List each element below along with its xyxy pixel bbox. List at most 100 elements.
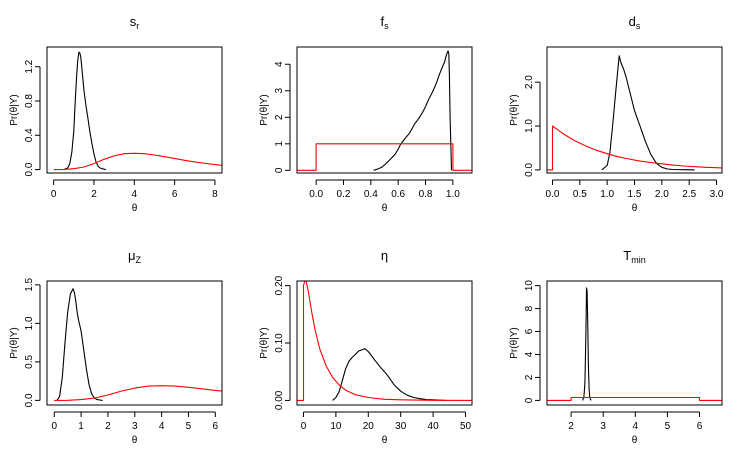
y-tick-label: 6 [524, 328, 535, 334]
x-tick-label: 0.4 [364, 189, 378, 200]
y-tick-label: 8 [524, 305, 535, 311]
title-symbol: μ [128, 248, 136, 263]
chart-panel-3: 0.0 0.5 1.0 1.5 2.0 2.5 3.0 0.0 1.0 2.0 θ Pr(θ|Y) ds [509, 14, 724, 214]
x-tick-label: 50 [460, 421, 472, 432]
x-tick-label: 6 [172, 189, 178, 200]
plot-frame [296, 280, 473, 406]
x-tick-label: 0 [51, 189, 57, 200]
posterior-line [582, 287, 592, 401]
prior-line [547, 125, 722, 171]
prior-line [297, 143, 472, 171]
x-tick-label: 0 [301, 421, 307, 432]
y-tick-label: 0.5 [24, 354, 35, 368]
prior-line [54, 385, 222, 401]
x-tick-label: 10 [330, 421, 342, 432]
prior-line [53, 152, 222, 171]
x-tick-label: 40 [428, 421, 440, 432]
x-tick-label: 2 [568, 421, 574, 432]
x-tick-label: 2.5 [682, 189, 696, 200]
x-axis-label: θ [382, 435, 388, 446]
posterior-line [373, 50, 453, 171]
title-symbol: η [381, 248, 388, 263]
title-symbol: s [130, 14, 137, 29]
y-tick-label: 0 [524, 397, 535, 403]
x-axis-label: θ [132, 203, 138, 214]
y-tick-label: 1.2 [24, 59, 35, 73]
title-subscript: Z [136, 255, 142, 265]
title-subscript: s [384, 21, 389, 31]
posterior-line [56, 288, 103, 401]
x-tick-label: 0.8 [419, 189, 433, 200]
chart-panel-5: 0 10 20 30 40 50 0.00 0.10 0.20 θ Pr(θ|Y) η [259, 248, 473, 446]
x-tick-label: 2 [91, 189, 97, 200]
posterior-line [601, 55, 695, 171]
x-tick-label: 5 [665, 421, 671, 432]
y-tick-label: 1 [274, 141, 285, 147]
y-tick-label: 4 [524, 351, 535, 357]
y-tick-label: 1.0 [24, 316, 35, 330]
title-symbol: f [380, 14, 384, 29]
title-symbol: T [623, 248, 631, 263]
y-tick-label: 1.0 [524, 119, 535, 133]
x-tick-label: 30 [395, 421, 407, 432]
x-tick-label: 0.6 [391, 189, 405, 200]
x-tick-label: 0.2 [337, 189, 351, 200]
prior-line [547, 396, 722, 401]
chart-panel-1: 0 2 4 6 8 0.0 0.4 0.8 1.2 θ Pr(θ|Y) sr [9, 14, 223, 214]
plot-frame [46, 280, 223, 406]
y-tick-label: 0.00 [274, 390, 285, 410]
x-axis-label: θ [632, 435, 638, 446]
panel-title: fs [380, 14, 389, 31]
panel-title: Tmin [623, 248, 645, 265]
x-tick-label: 3.0 [710, 189, 724, 200]
y-tick-label: 1.5 [24, 277, 35, 291]
x-tick-label: 3 [132, 421, 138, 432]
y-tick-label: 0.8 [24, 94, 35, 108]
x-tick-label: 1 [78, 421, 84, 432]
y-tick-label: 0.4 [24, 128, 35, 142]
y-tick-label: 10 [524, 280, 535, 292]
x-axis-label: θ [132, 435, 138, 446]
panel-title: ds [629, 14, 641, 31]
x-tick-label: 0.5 [573, 189, 587, 200]
title-subscript: r [136, 21, 139, 31]
y-axis-label: Pr(θ|Y) [259, 94, 270, 126]
x-tick-label: 0.0 [309, 189, 323, 200]
x-tick-label: 0.0 [546, 189, 560, 200]
plot-frame [546, 46, 723, 174]
panel-title: μZ [128, 248, 142, 265]
x-tick-label: 6 [213, 421, 219, 432]
chart-panel-6: 2 3 4 5 6 0 2 4 6 8 10 θ Pr(θ|Y) Tmin [509, 248, 723, 446]
x-tick-label: 5 [186, 421, 192, 432]
x-axis-label: θ [632, 203, 638, 214]
x-tick-label: 3 [600, 421, 606, 432]
x-tick-label: 8 [212, 189, 218, 200]
posterior-line [63, 51, 107, 171]
y-axis-label: Pr(θ|Y) [509, 94, 520, 126]
y-tick-label: 4 [274, 61, 285, 67]
x-axis-label: θ [382, 203, 388, 214]
y-tick-label: 2 [274, 114, 285, 120]
panel-title: η [381, 248, 388, 263]
y-axis-label: Pr(θ|Y) [9, 327, 20, 359]
x-tick-label: 6 [697, 421, 703, 432]
x-tick-label: 4 [159, 421, 165, 432]
x-tick-label: 1.0 [446, 189, 460, 200]
x-tick-label: 4 [132, 189, 138, 200]
title-subscript: min [631, 255, 646, 265]
title-symbol: d [629, 14, 636, 29]
y-tick-label: 2 [524, 374, 535, 380]
y-axis-label: Pr(θ|Y) [259, 327, 270, 359]
y-tick-label: 0 [274, 167, 285, 173]
y-axis-label: Pr(θ|Y) [509, 327, 520, 359]
y-tick-label: 0.20 [274, 275, 285, 295]
y-tick-label: 0.0 [24, 393, 35, 407]
x-tick-label: 0 [51, 421, 57, 432]
panel-title: sr [130, 14, 140, 31]
y-tick-label: 0.0 [524, 163, 535, 177]
posterior-line [332, 348, 447, 401]
x-tick-label: 20 [363, 421, 375, 432]
y-tick-label: 2.0 [524, 75, 535, 89]
title-subscript: s [636, 21, 641, 31]
